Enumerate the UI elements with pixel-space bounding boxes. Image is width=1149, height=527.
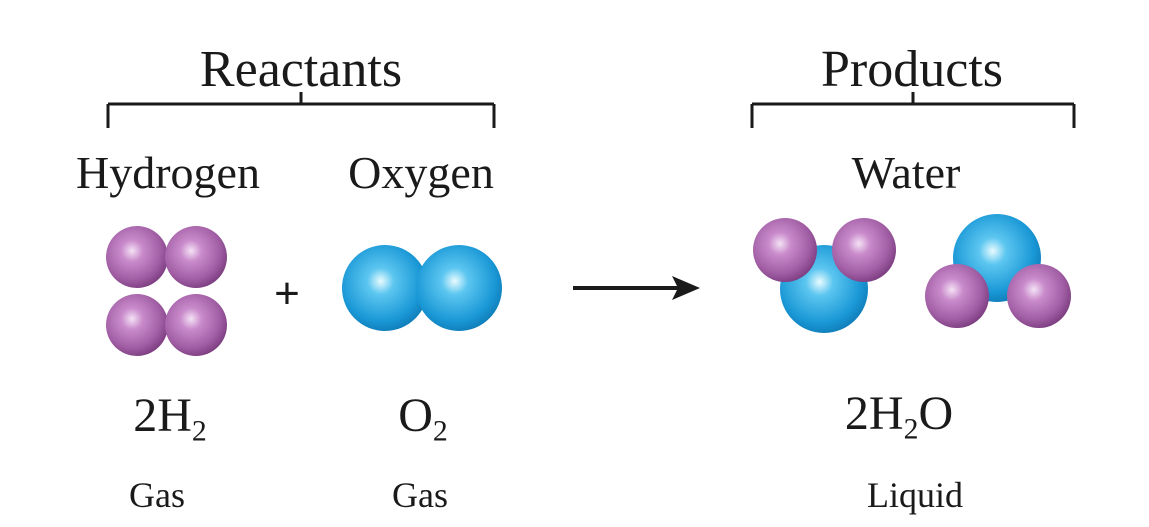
products-bracket	[750, 92, 1076, 128]
hydrogen-atom	[106, 226, 168, 288]
hydrogen-atom	[1007, 264, 1071, 328]
oxygen-formula-subscript: 2	[432, 414, 448, 448]
reaction-arrow	[573, 276, 700, 300]
products-heading: Products	[821, 41, 1003, 98]
hydrogen-atom	[925, 264, 989, 328]
hydrogen-formula: 2H2	[133, 389, 207, 446]
hydrogen-atom	[832, 218, 896, 282]
oxygen-state: Gas	[392, 475, 448, 515]
hydrogen-atom	[753, 218, 817, 282]
water-molecule	[753, 218, 896, 333]
hydrogen-atom	[165, 226, 227, 288]
hydrogen-state: Gas	[129, 475, 185, 515]
oxygen-molecule	[342, 245, 502, 331]
water-molecule	[925, 214, 1071, 328]
hydrogen-molecules	[106, 226, 227, 356]
hydrogen-atom	[165, 294, 227, 356]
reactants-bracket	[106, 92, 496, 128]
hydrogen-formula-subscript: 2	[191, 414, 207, 448]
water-name: Water	[851, 147, 961, 198]
hydrogen-formula-main: 2H	[133, 389, 192, 442]
reactants-heading: Reactants	[199, 41, 403, 98]
water-formula: 2H2O	[844, 387, 954, 444]
hydrogen-atom	[106, 294, 168, 356]
oxygen-name: Oxygen	[348, 147, 494, 198]
oxygen-formula-main: O	[398, 389, 433, 442]
water-formula-subscript: 2	[903, 412, 919, 446]
hydrogen-name: Hydrogen	[76, 147, 260, 198]
oxygen-atom	[342, 245, 428, 331]
water-state: Liquid	[867, 475, 963, 515]
water-formula-main: 2H	[844, 387, 904, 440]
plus-sign: +	[274, 269, 300, 318]
water-formula-tail: O	[918, 387, 954, 440]
oxygen-formula: O2	[398, 389, 448, 446]
oxygen-atom	[416, 245, 502, 331]
